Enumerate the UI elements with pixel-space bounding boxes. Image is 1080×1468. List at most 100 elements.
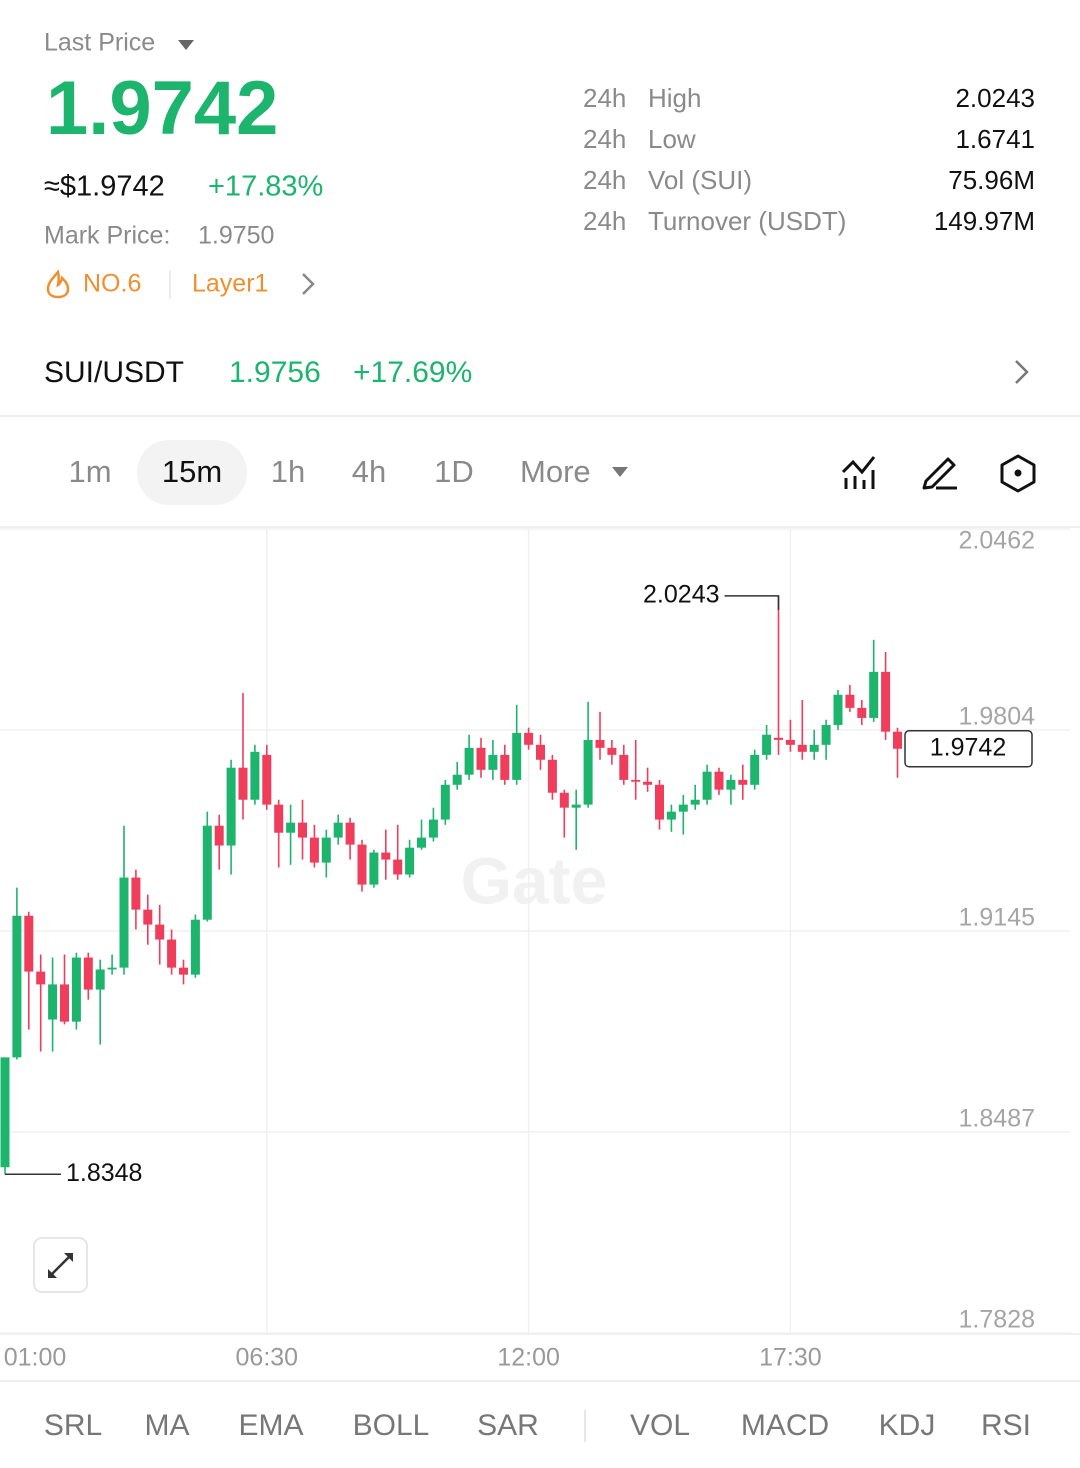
indicator-tab[interactable]: SAR (477, 1409, 539, 1442)
last-price-tag: 1.9742 (930, 733, 1006, 761)
indicator-tab[interactable]: KDJ (879, 1409, 936, 1442)
sector[interactable]: Layer1 (192, 270, 268, 298)
interval-tab[interactable]: 15m (162, 454, 222, 489)
indicator-icon[interactable] (841, 456, 876, 489)
last-price-label[interactable]: Last Price (44, 29, 155, 57)
chevron[interactable] (1015, 360, 1029, 384)
y-tick-label: 2.0462 (959, 527, 1035, 555)
y-tick-label: 1.9145 (959, 904, 1035, 932)
candle-body (238, 767, 248, 800)
dropdown-arrow[interactable] (612, 467, 628, 477)
candle-body (714, 771, 724, 790)
candle-body (405, 847, 415, 875)
candle-body (155, 924, 165, 940)
candle-body (286, 822, 296, 833)
candle-body (845, 694, 855, 708)
y-tick-label: 1.9804 (959, 702, 1036, 730)
x-tick-label: 06:30 (236, 1344, 299, 1372)
hexagon (1000, 454, 1036, 493)
stat-value: 149.97M (934, 206, 1035, 236)
candle-body (262, 754, 272, 805)
candle-body (607, 747, 617, 755)
rank[interactable]: NO.6 (83, 270, 141, 298)
expand-button[interactable] (33, 1237, 88, 1293)
mark-price: 1.9750 (198, 222, 274, 250)
last-price: 1.9742 (46, 66, 278, 151)
stat-period: 24h (583, 83, 626, 113)
candle-body (190, 919, 200, 975)
interval-tab[interactable]: 1m (68, 454, 111, 489)
candle-body (488, 754, 498, 770)
interval-tab[interactable]: 1h (271, 454, 305, 489)
candle-body (357, 844, 367, 885)
interval-tabs: 1m 15m 1h 4h 1D More (68, 440, 628, 505)
candle-body (583, 739, 593, 805)
draw-icon[interactable] (922, 457, 957, 490)
interval-tab[interactable]: 4h (352, 454, 386, 489)
settings-icon[interactable] (1000, 454, 1036, 493)
pair-price: 1.9756 (229, 356, 321, 389)
stat-label: Turnover (USDT) (648, 206, 846, 236)
stat-value: 1.6741 (955, 124, 1035, 154)
indicator-tabs: SRL MA EMA BOLL SAR VOL MACD KDJ RSI (44, 1409, 1031, 1442)
candle-body (381, 852, 391, 860)
candle-body (643, 781, 653, 785)
candle-body (95, 969, 105, 990)
indicator-tab[interactable]: VOL (630, 1409, 690, 1442)
pair-name[interactable]: SUI/USDT (44, 356, 184, 389)
dropdown-arrow[interactable] (178, 40, 194, 50)
stat-period: 24h (583, 165, 626, 195)
candle-body (536, 744, 545, 760)
chevron[interactable] (302, 273, 315, 295)
candle-body (547, 759, 557, 793)
candle-body (393, 859, 403, 875)
stat-label: Vol (SUI) (648, 165, 752, 195)
candle-body (274, 804, 284, 833)
candle-body (571, 804, 581, 808)
pen (922, 457, 956, 490)
candle-body (464, 747, 474, 775)
candle-body (48, 984, 58, 1020)
candle-body (119, 877, 129, 968)
candle-body (785, 739, 795, 745)
candle-body (440, 784, 450, 820)
indicator-tab[interactable]: MACD (741, 1409, 829, 1442)
indicator-tab[interactable]: MA (145, 1409, 190, 1442)
pair-change: +17.69% (353, 356, 472, 389)
candle-body (369, 852, 379, 885)
last-price-box (904, 730, 1033, 768)
candle-body (702, 771, 712, 800)
candle-body (762, 734, 772, 755)
candle-body (179, 967, 188, 975)
candle-body (524, 732, 534, 745)
max-pointer (724, 595, 780, 610)
icon-line (841, 456, 876, 475)
active-tab-bg (137, 440, 247, 505)
candle-body (333, 822, 343, 838)
interval-tab[interactable]: More (520, 454, 591, 489)
candlestick-chart: Gate 01:00 06:30 12:00 17:30 2.0243 1.8348 2.04… (0, 527, 1080, 1372)
candle-body (107, 967, 117, 970)
stat-period: 24h (583, 206, 626, 236)
stat-value: 75.96M (948, 165, 1035, 195)
indicator-tab[interactable]: RSI (981, 1409, 1031, 1442)
candle-body (83, 957, 93, 990)
stat-label: High (648, 83, 701, 113)
candle-body (143, 909, 153, 925)
indicator-tab[interactable]: SRL (44, 1409, 102, 1442)
candle-body (476, 747, 486, 770)
watermark: Gate (461, 843, 608, 917)
candle-body (60, 984, 69, 1022)
indicator-tab[interactable]: BOLL (353, 1409, 430, 1442)
interval-tab[interactable]: 1D (434, 454, 474, 489)
candle-body (881, 671, 891, 732)
candle-body (690, 799, 700, 805)
indicator-tab[interactable]: EMA (238, 1409, 303, 1442)
candle-body (809, 744, 819, 752)
candle-body (321, 837, 331, 863)
hot-icon (46, 269, 70, 299)
arrow-head (64, 1253, 73, 1262)
stats: 24h High 2.0243 24h Low 1.6741 24h Vol (SUI) 75.… (583, 83, 1035, 236)
candle-body (417, 837, 426, 848)
